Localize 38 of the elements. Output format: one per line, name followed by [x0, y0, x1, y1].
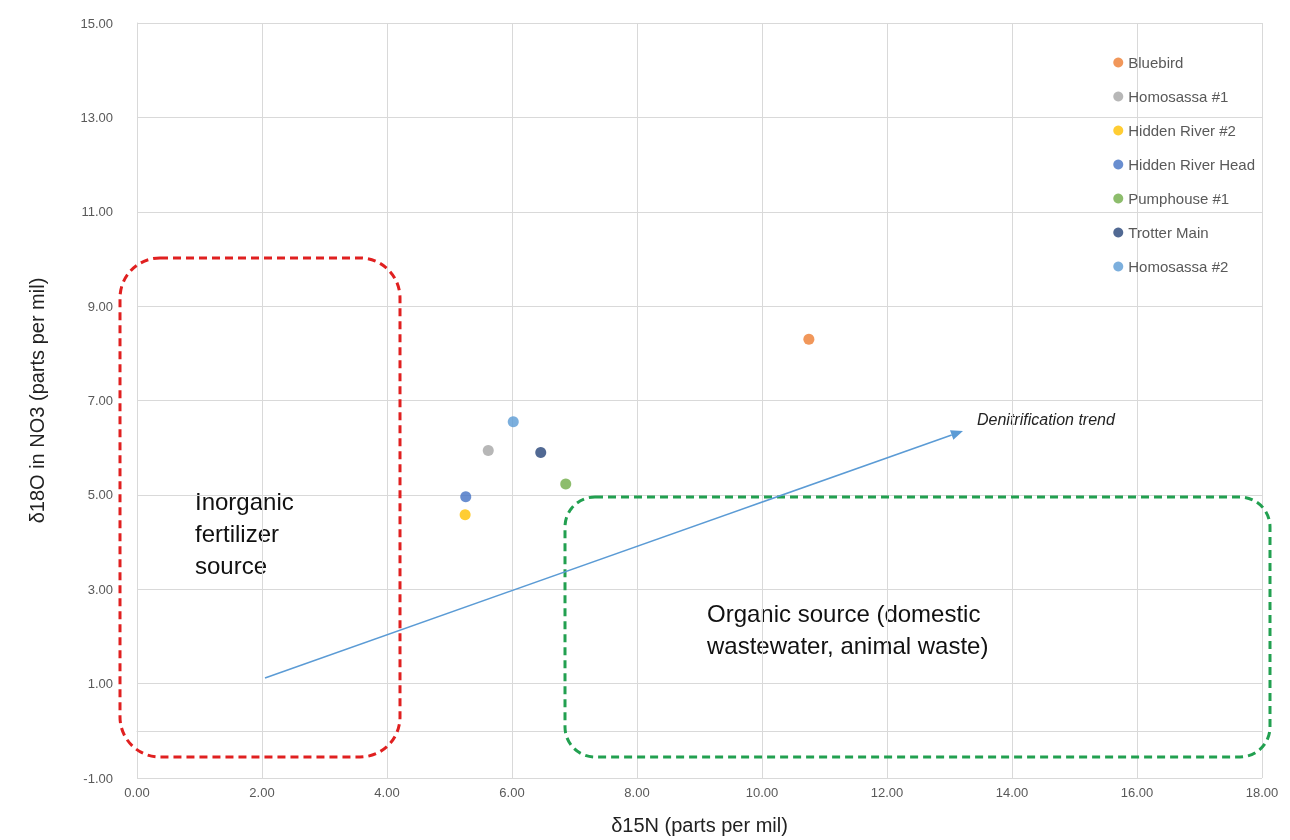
- point: [507, 416, 519, 428]
- y-tick-label: 1.00: [87, 676, 113, 692]
- y-tick-label: 9.00: [87, 298, 113, 314]
- x-tick-label: 4.00: [374, 785, 400, 800]
- y-tick-label: -1.00: [83, 770, 113, 786]
- y-tick-label: 13.00: [80, 109, 113, 125]
- legend-label: Trotter Main: [1128, 224, 1209, 241]
- legend-label: Homosassa #1: [1128, 88, 1229, 105]
- x-tick-label: 18.00: [1245, 785, 1279, 800]
- point: [803, 333, 815, 345]
- point: [482, 445, 494, 457]
- y-axis-title: δ18O in NO3 (parts per mil): [26, 277, 48, 524]
- y-tick-label: 3.00: [87, 581, 113, 597]
- x-tick-label: 14.00: [995, 785, 1029, 800]
- y-tick-label: 5.00: [87, 487, 113, 503]
- point: [460, 491, 472, 503]
- y-tick-label: 11.00: [81, 204, 113, 220]
- x-tick-label: 6.00: [499, 785, 525, 800]
- y-tick-label: 7.00: [87, 393, 113, 408]
- annotation: Organic source (domestic wastewater, animal waste): [706, 599, 989, 659]
- x-tick-label: 10.00: [745, 785, 779, 800]
- annotation: Denitrification trend: [977, 410, 1116, 428]
- x-tick-label: 2.00: [249, 785, 275, 800]
- legend-label: Bluebird: [1128, 54, 1184, 71]
- point: [459, 509, 471, 521]
- annotation: Inorganic fertilizer source: [195, 487, 301, 579]
- x-tick-label: 12.00: [870, 785, 904, 800]
- point: [560, 478, 572, 490]
- legend-label: Hidden River #2: [1128, 122, 1236, 139]
- legend-label: Homosassa #2: [1128, 258, 1229, 275]
- legend-label: Hidden River Head: [1128, 156, 1255, 173]
- point: [535, 446, 547, 458]
- y-tick-label: 15.00: [80, 15, 113, 31]
- x-tick-label: 0.00: [124, 785, 150, 800]
- legend-label: Pumphouse #1: [1128, 190, 1230, 207]
- x-tick-label: 16.00: [1120, 785, 1154, 800]
- x-tick-label: 8.00: [624, 785, 650, 800]
- x-axis-title: δ15N (parts per mil): [611, 814, 788, 836]
